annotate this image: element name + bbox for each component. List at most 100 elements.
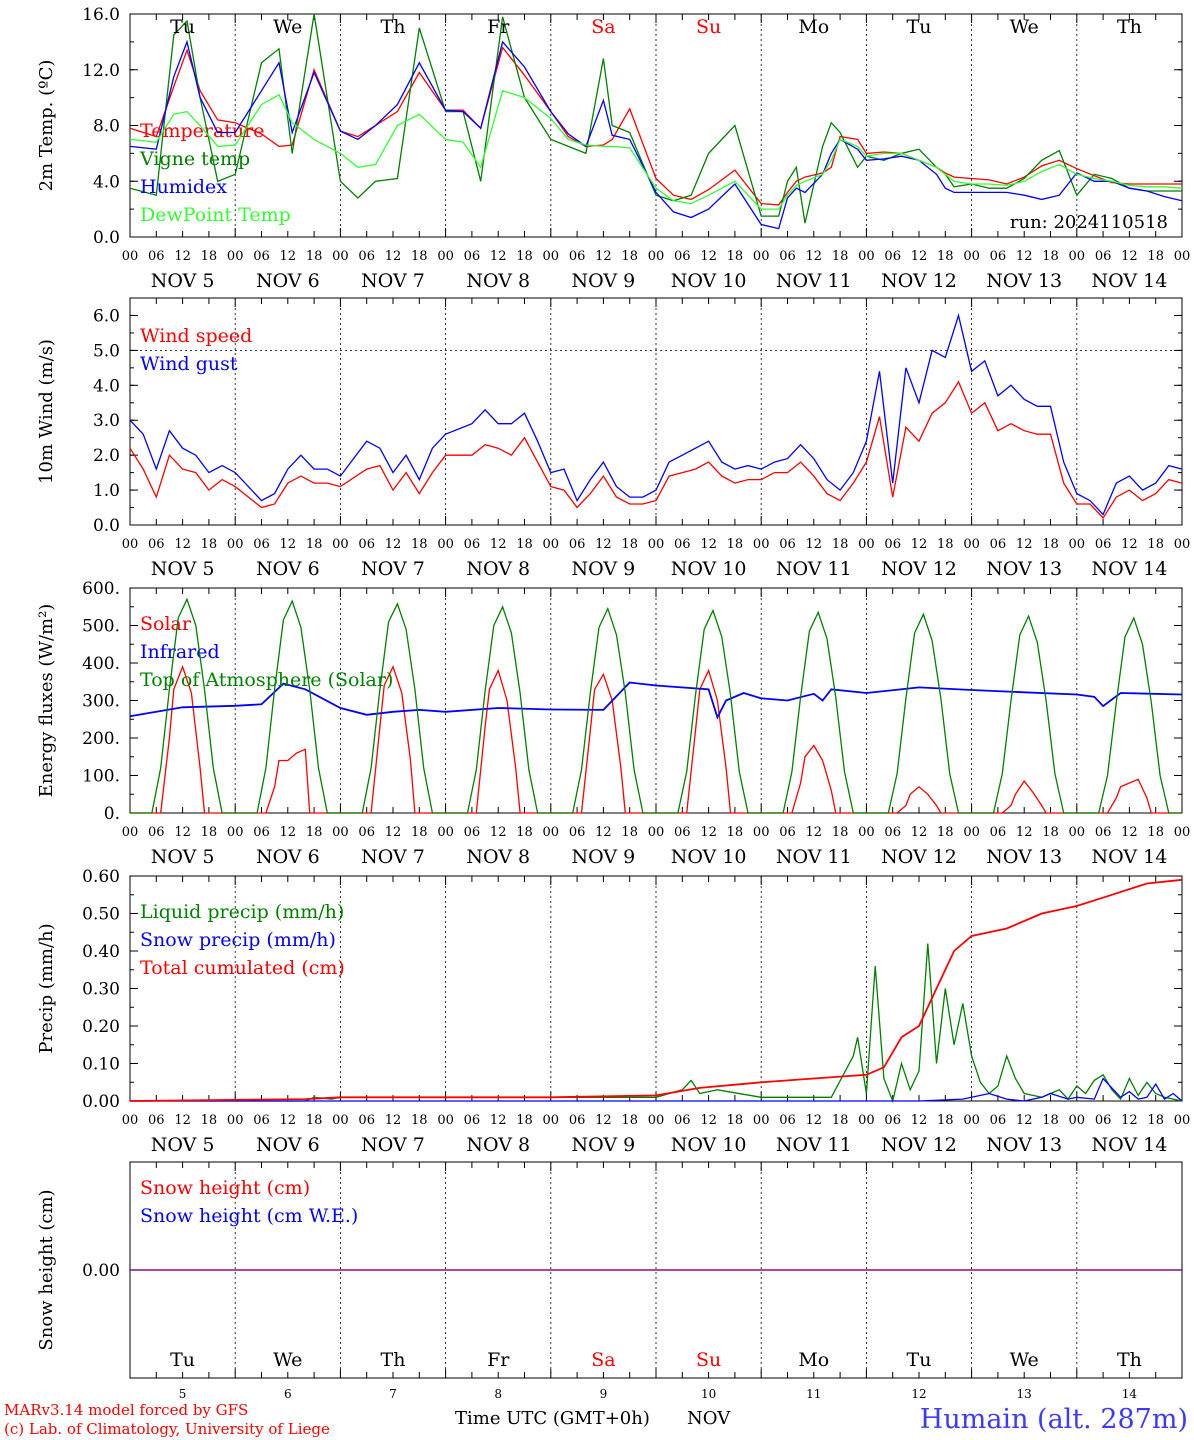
- credit-line-1: MARv3.14 model forced by GFS: [4, 1401, 248, 1419]
- hour-label: 18: [201, 537, 218, 552]
- date-label: NOV 14: [1091, 1134, 1167, 1156]
- hour-label: 00: [122, 537, 139, 552]
- hour-label: 12: [280, 537, 297, 552]
- day-number-label: 13: [1017, 1387, 1032, 1401]
- date-label: NOV 14: [1091, 846, 1167, 868]
- series-line-infrared: [129, 681, 1183, 720]
- hour-label: 18: [411, 537, 428, 552]
- hour-label: 12: [174, 537, 191, 552]
- hour-label: 12: [595, 825, 612, 840]
- date-label: NOV 7: [361, 270, 425, 292]
- hour-label: 06: [569, 825, 586, 840]
- hour-label: 06: [1095, 249, 1112, 264]
- day-of-week-label: Su: [696, 16, 721, 38]
- hour-label: 12: [700, 1113, 717, 1128]
- legend-entry: Snow precip (mm/h): [140, 929, 336, 951]
- hour-label: 06: [464, 825, 481, 840]
- hour-label: 18: [937, 1113, 954, 1128]
- day-of-week-label: Fr: [487, 1349, 510, 1371]
- date-label: NOV 12: [881, 270, 957, 292]
- hour-label: 06: [464, 537, 481, 552]
- hour-label: 00: [437, 249, 454, 264]
- hour-label: 18: [201, 249, 218, 264]
- hour-label: 06: [990, 249, 1007, 264]
- hour-label: 06: [253, 825, 270, 840]
- day-number-label: 8: [494, 1387, 502, 1401]
- day-of-week-label: We: [1010, 1349, 1039, 1371]
- series-line-dewpoint-temp: [129, 89, 1183, 210]
- day-number-label: 11: [806, 1387, 821, 1401]
- hour-label: 06: [779, 825, 796, 840]
- hour-label: 18: [516, 1113, 533, 1128]
- hour-label: 00: [227, 825, 244, 840]
- date-label: NOV 6: [256, 1134, 320, 1156]
- hour-label: 18: [937, 537, 954, 552]
- hour-label: 18: [832, 825, 849, 840]
- hour-label: 00: [858, 249, 875, 264]
- hour-label: 18: [832, 537, 849, 552]
- y-axis-label: 2m Temp. (ºC): [36, 60, 57, 192]
- hour-label: 06: [990, 537, 1007, 552]
- hour-label: 00: [227, 249, 244, 264]
- hour-label: 00: [753, 537, 770, 552]
- hour-label: 00: [753, 825, 770, 840]
- y-tick-label: 0.50: [82, 905, 120, 925]
- date-label: NOV 12: [881, 846, 957, 868]
- panel-2: 0.0 1.0 2.0 3.0 4.0 5.0 6.0 10m Wind (m/s) Wind …: [36, 297, 1190, 580]
- date-label: NOV 13: [986, 1134, 1062, 1156]
- hour-label: 06: [674, 1113, 691, 1128]
- y-axis-label: Snow height (cm): [36, 1189, 57, 1350]
- hour-label: 18: [937, 825, 954, 840]
- date-label: NOV 9: [572, 270, 636, 292]
- hour-label: 00: [332, 825, 349, 840]
- hour-label: 12: [174, 825, 191, 840]
- hour-label: 00: [858, 825, 875, 840]
- legend-entry: Liquid precip (mm/h): [140, 901, 344, 923]
- day-number-label: 5: [179, 1387, 187, 1401]
- day-of-week-label: Tu: [170, 16, 195, 38]
- hour-label: 12: [1121, 249, 1138, 264]
- y-tick-label: 4.0: [93, 376, 120, 396]
- day-number-label: 9: [600, 1387, 608, 1401]
- hour-label: 12: [911, 1113, 928, 1128]
- hour-label: 18: [516, 825, 533, 840]
- y-axis-label: 10m Wind (m/s): [36, 339, 57, 484]
- hour-label: 18: [937, 249, 954, 264]
- series-line-wind-speed: [129, 380, 1183, 520]
- time-axis-label: Time UTC (GMT+0h): [455, 1408, 650, 1429]
- hour-label: 12: [806, 825, 823, 840]
- legend-entry: Wind gust: [140, 353, 238, 375]
- day-of-week-label: Mo: [798, 1349, 829, 1371]
- day-of-week-label: Fr: [487, 16, 510, 38]
- date-label: NOV 8: [466, 558, 530, 580]
- hour-label: 06: [884, 537, 901, 552]
- y-tick-label: 300.: [82, 692, 120, 712]
- hour-label: 00: [543, 825, 560, 840]
- date-label: NOV 6: [256, 558, 320, 580]
- hour-label: 06: [779, 537, 796, 552]
- date-label: NOV 5: [151, 846, 215, 868]
- hour-label: 12: [490, 249, 507, 264]
- hour-label: 12: [385, 825, 402, 840]
- y-tick-label: 400.: [82, 654, 120, 674]
- hour-label: 00: [648, 825, 665, 840]
- y-axis-label: Precip (mm/h): [36, 923, 57, 1053]
- hour-label: 06: [148, 249, 165, 264]
- hour-label: 00: [963, 249, 980, 264]
- hour-label: 18: [727, 249, 744, 264]
- date-label: NOV 12: [881, 1134, 957, 1156]
- y-tick-label: 500.: [82, 617, 120, 637]
- date-label: NOV 10: [671, 1134, 747, 1156]
- hour-label: 18: [621, 1113, 638, 1128]
- y-tick-label: 6.0: [93, 306, 120, 326]
- hour-label: 18: [1147, 1113, 1164, 1128]
- date-label: NOV 9: [572, 1134, 636, 1156]
- date-label: NOV 9: [572, 558, 636, 580]
- hour-label: 06: [990, 1113, 1007, 1128]
- hour-label: 12: [1016, 1113, 1033, 1128]
- hour-label: 12: [911, 825, 928, 840]
- hour-label: 18: [1147, 537, 1164, 552]
- hour-label: 00: [1174, 1113, 1191, 1128]
- hour-label: 00: [332, 1113, 349, 1128]
- hour-label: 18: [516, 537, 533, 552]
